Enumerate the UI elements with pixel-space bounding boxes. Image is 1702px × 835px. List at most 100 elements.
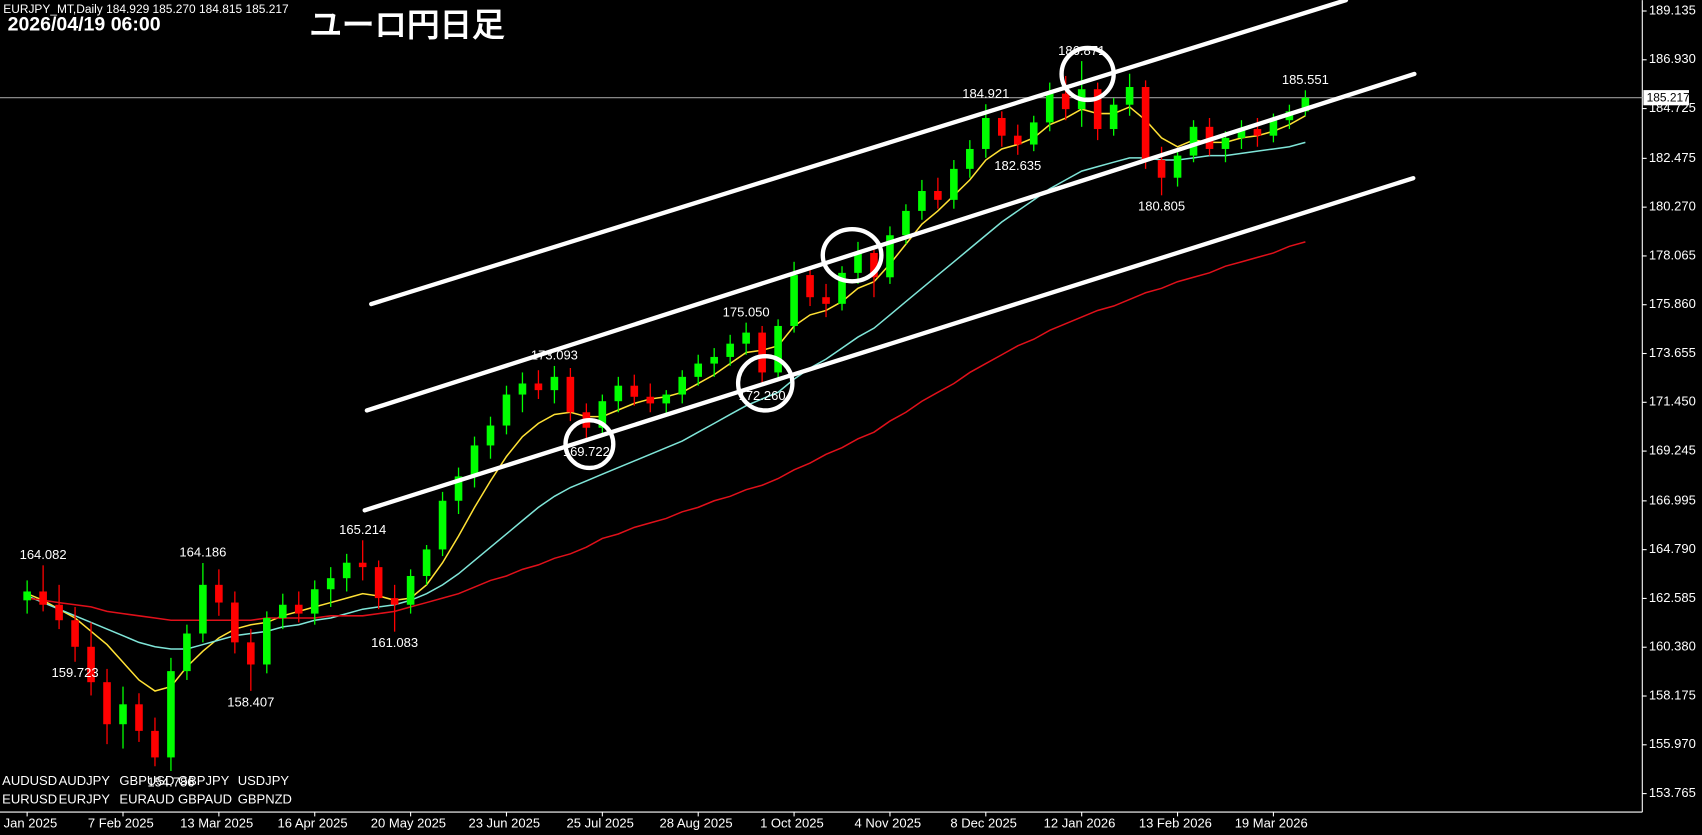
candle-body [422,549,431,576]
candle-body [646,396,655,404]
symbol-button[interactable]: GBPAUD [178,792,232,807]
candle-body [822,297,830,304]
highlight-circle [820,227,884,284]
y-tick-label: 180.270 [1649,199,1696,214]
candle-body [1237,129,1246,138]
candle-body [1173,155,1182,178]
candle-body [950,168,958,200]
y-tick-label: 169.245 [1649,443,1696,458]
price-annotation: 173.093 [531,348,578,363]
symbol-button[interactable]: EURAUD [119,792,174,807]
candle-body [358,562,367,568]
candle-body [87,646,95,683]
candle-body [454,476,463,501]
candle-body [390,598,399,605]
y-tick-label: 171.450 [1649,394,1696,409]
candle-body [726,343,734,357]
candle-body [518,383,527,395]
symbol-button[interactable]: GBPNZD [238,792,292,807]
price-annotation: 164.082 [20,547,67,562]
candle-body [790,275,798,326]
candle-body [838,272,846,304]
last-price-box [1643,90,1689,106]
y-tick-label: 153.765 [1649,785,1696,800]
y-tick-label: 173.655 [1649,345,1696,360]
candle-body [774,325,782,373]
price-annotation: 165.214 [339,522,386,537]
candle-body [902,210,910,236]
candle-body [550,376,559,391]
candle-body [167,671,175,758]
symbol-button[interactable]: GBPJPY [178,773,230,788]
symbol-button[interactable]: EURJPY [59,792,111,807]
timestamp: 2026/04/19 06:00 [8,13,161,35]
candle-body [1269,120,1278,136]
price-annotation: 164.186 [179,545,226,560]
price-annotation: 158.407 [227,694,274,709]
symbol-button[interactable]: GBPUSD [119,773,174,788]
candle-body [694,363,703,377]
candle-body [23,591,31,601]
candle-body [326,578,335,590]
candle-body [934,190,942,200]
candle-body [966,148,974,169]
price-annotation: 169.722 [563,444,610,459]
candle-body [662,394,671,404]
price-annotation: 175.050 [723,304,770,319]
candle-body [263,618,271,665]
x-tick-label: 19 Mar 2026 [1235,815,1308,830]
price-annotation: 182.635 [994,158,1041,173]
candle-body [278,604,287,619]
highlight-circle [563,418,616,471]
y-tick-label: 162.585 [1649,590,1696,605]
trend-line [369,0,1349,307]
candle-body [710,356,718,364]
candle-body [247,642,255,665]
candle-body [758,332,766,373]
candle-body [630,385,639,397]
symbol-button[interactable]: USDJPY [238,773,290,788]
candle-body [39,591,47,605]
candle-body [534,383,543,391]
candle-body [886,235,894,278]
x-tick-label: 16 Apr 2025 [277,815,347,830]
y-tick-label: 189.135 [1649,2,1696,17]
candle-body [598,401,607,428]
x-tick-label: 13 Mar 2025 [180,815,253,830]
moving-average-line [26,141,1306,650]
x-tick-label: 7 Feb 2025 [88,815,154,830]
moving-average-line [27,241,1306,622]
trend-line [362,175,1416,513]
chart-title: ユーロ円日足 [309,7,505,43]
y-tick-label: 158.175 [1649,687,1696,702]
candle-body [199,584,207,634]
drawings [362,0,1417,513]
symbol-button[interactable]: EURUSD [2,792,57,807]
candle-body [406,575,415,605]
candle-body [1109,104,1118,130]
symbol-button[interactable]: AUDJPY [59,773,111,788]
x-tick-label: 20 May 2025 [371,815,446,830]
y-tick-label: 160.380 [1649,639,1696,654]
candle-body [742,332,750,344]
candle-body [71,620,79,647]
candle-body [1253,129,1262,136]
symbol-button[interactable]: AUDUSD [2,773,57,788]
candle-body [566,376,575,413]
price-annotation: 185.551 [1282,72,1329,87]
candle-body [997,117,1006,136]
x-tick-label: 23 Jun 2025 [468,815,540,830]
candle-body [870,252,878,278]
candle-body [1157,160,1166,178]
x-tick-label: 8 Dec 2025 [950,815,1017,830]
y-tick-label: 164.790 [1649,541,1696,556]
candle-body [135,704,143,731]
x-tick-label: 28 Aug 2025 [659,815,732,830]
candle-body [1189,126,1198,156]
y-tick-label: 186.930 [1649,51,1696,66]
x-tick-label: 12 Jan 2026 [1044,815,1116,830]
candle-body [119,704,127,725]
y-tick-label: 155.970 [1649,736,1696,751]
candle-body [55,604,63,621]
